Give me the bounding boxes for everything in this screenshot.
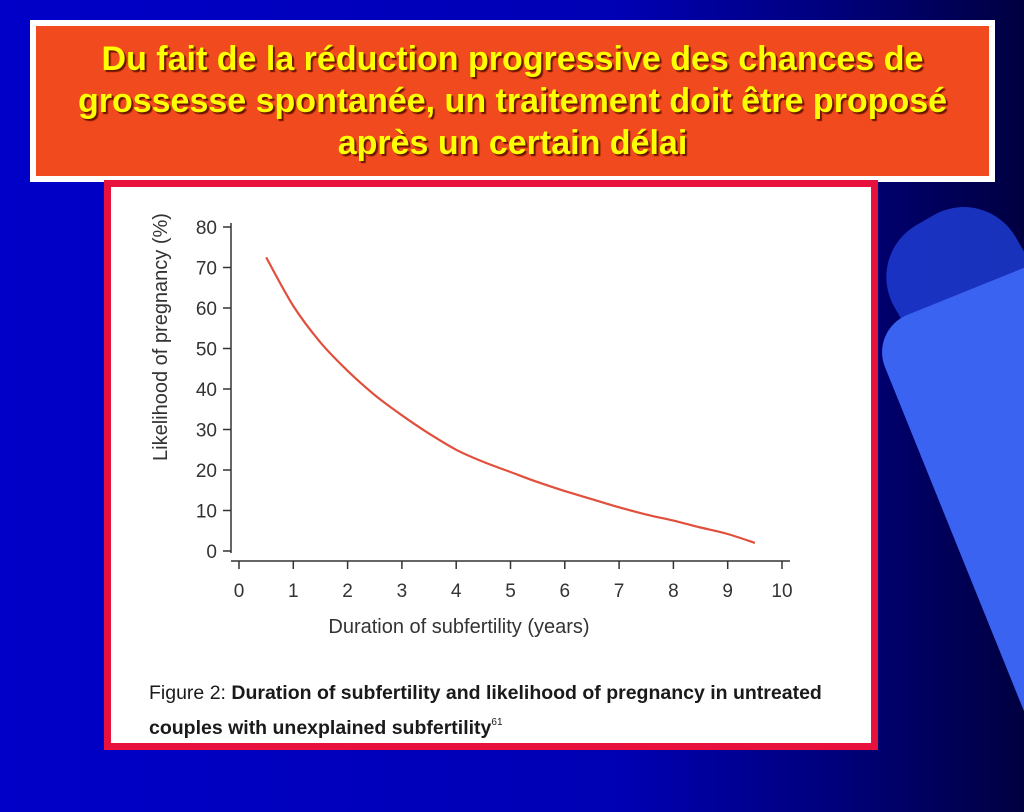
x-tick-label: 7 bbox=[614, 581, 625, 602]
pregnancy-likelihood-chart: 0 10 20 30 40 50 60 70 80 0 1 2 3 4 5 6 7 8 9 10 Likelihoo… bbox=[150, 213, 793, 638]
x-tick-label: 10 bbox=[771, 581, 792, 602]
figure-caption-text: Duration of subfertility and likelihood … bbox=[149, 682, 822, 739]
slide-title-panel: Du fait de la réduction progressive des … bbox=[36, 26, 989, 176]
y-tick-label: 50 bbox=[196, 340, 217, 361]
figure-label: Figure 2: bbox=[149, 682, 226, 704]
x-tick-label: 2 bbox=[342, 581, 353, 602]
y-tick-label: 80 bbox=[196, 218, 217, 239]
x-axis-label: Duration of subfertility (years) bbox=[328, 616, 589, 638]
y-tick-label: 20 bbox=[196, 461, 217, 482]
x-tick-label: 1 bbox=[288, 581, 299, 602]
y-tick-label: 70 bbox=[196, 259, 217, 280]
slide-title-box: Du fait de la réduction progressive des … bbox=[30, 20, 995, 182]
figure-caption: Figure 2: Duration of subfertility and l… bbox=[149, 679, 871, 743]
x-axis-ticks: 0 1 2 3 4 5 6 7 8 9 10 bbox=[234, 561, 793, 602]
x-tick-label: 0 bbox=[234, 581, 245, 602]
y-axis-label: Likelihood of pregnancy (%) bbox=[150, 213, 172, 461]
x-tick-label: 3 bbox=[397, 581, 408, 602]
y-tick-label: 40 bbox=[196, 380, 217, 401]
axes bbox=[230, 223, 790, 562]
x-tick-label: 6 bbox=[560, 581, 571, 602]
y-tick-label: 0 bbox=[206, 542, 217, 563]
x-tick-label: 9 bbox=[722, 581, 733, 602]
y-tick-label: 60 bbox=[196, 299, 217, 320]
background-decoration-band bbox=[870, 232, 1024, 812]
x-tick-label: 8 bbox=[668, 581, 679, 602]
pregnancy-curve-line bbox=[265, 256, 756, 544]
figure-frame: 0 10 20 30 40 50 60 70 80 0 1 2 3 4 5 6 7 8 9 10 Likelihoo… bbox=[104, 180, 878, 750]
figure-reference: 61 bbox=[491, 717, 503, 728]
y-axis-ticks: 0 10 20 30 40 50 60 70 80 bbox=[196, 218, 231, 563]
x-tick-label: 4 bbox=[451, 581, 462, 602]
slide-title: Du fait de la réduction progressive des … bbox=[77, 40, 948, 162]
y-tick-label: 30 bbox=[196, 421, 217, 442]
x-tick-label: 5 bbox=[505, 581, 516, 602]
figure-image: 0 10 20 30 40 50 60 70 80 0 1 2 3 4 5 6 7 8 9 10 Likelihoo… bbox=[111, 187, 871, 743]
y-tick-label: 10 bbox=[196, 502, 217, 523]
